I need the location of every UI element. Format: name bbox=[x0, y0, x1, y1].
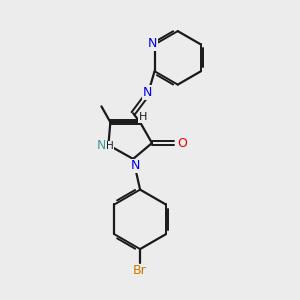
Text: N: N bbox=[148, 37, 157, 50]
Text: H: H bbox=[139, 112, 147, 122]
Text: O: O bbox=[177, 136, 187, 150]
Text: N: N bbox=[130, 159, 140, 172]
Text: H: H bbox=[106, 141, 113, 151]
Text: N: N bbox=[97, 139, 106, 152]
Text: Br: Br bbox=[133, 264, 147, 278]
Text: N: N bbox=[142, 86, 152, 99]
